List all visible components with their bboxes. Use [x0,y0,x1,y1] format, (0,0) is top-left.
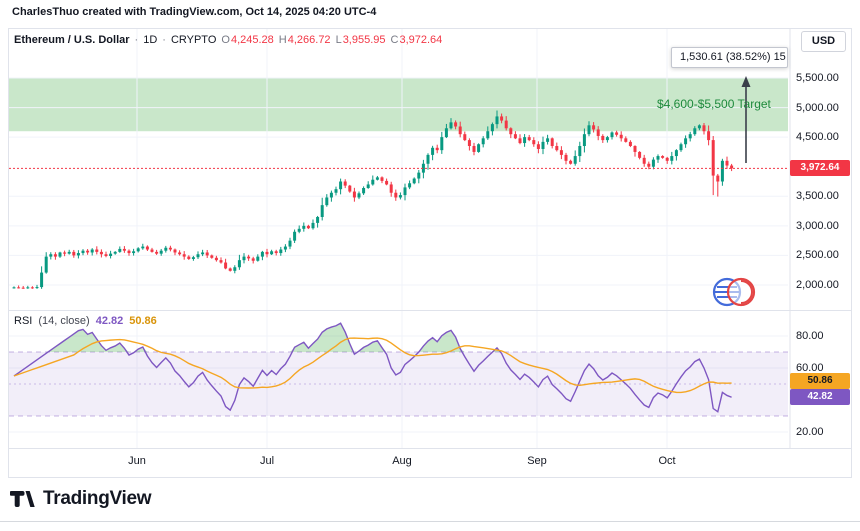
target-zone-rect[interactable] [9,78,788,132]
rsi-value: 42.82 [95,315,124,327]
ohlc-high: H 4,266.72 [278,34,331,46]
time-axis[interactable]: Jun Jul Aug Sep Oct [9,449,852,475]
axis-tick-label: 3,000.00 [796,219,839,232]
grid-lines [9,29,788,448]
time-axis-line [9,448,852,449]
axis-tick-label: 2,000.00 [796,279,839,291]
time-axis-month-label: Jun [128,455,146,467]
tradingview-brand-text: TradingView [43,488,152,509]
rsi-params: (14, close) [38,315,90,327]
rsi-band [9,352,788,416]
ohlc-close: C 3,972.64 [390,34,443,46]
rsi-line [13,322,732,413]
bottom-divider [0,521,860,522]
axis-tick-label: 80.00 [796,330,824,342]
time-axis-month-label: Sep [527,455,547,467]
axis-tick-label: 5,500.00 [796,72,839,84]
currency-button[interactable]: USD [801,31,846,52]
time-axis-month-label: Oct [658,455,676,467]
rsi-ma-badge: 50.86 [790,372,850,389]
panel-divider[interactable] [9,310,852,311]
rsi-overbought-fill [14,323,732,352]
attribution-text: CharlesThuo created with TradingView.com… [12,6,377,18]
ohlc-low: L 3,955.95 [335,34,386,46]
last-price-badge: 3,972.64 [790,160,850,177]
symbol-name: Ethereum / U.S. Dollar [14,34,130,46]
interval-label: 1D [143,34,158,46]
trend-arrow-drawing[interactable] [741,76,751,163]
legend-separator: · [134,34,139,46]
rsi-value-badge: 42.82 [790,389,850,406]
axis-tick-label: 3,500.00 [796,190,839,203]
measure-tooltip: 1,530.61 (38.52%) 15 [671,47,788,68]
axis-tick-label: 5,000.00 [796,101,839,114]
rsi-legend: RSI (14, close) 42.82 50.86 [14,315,157,327]
rsi-ma-value: 50.86 [129,315,157,327]
exchange-label: CRYPTO [170,34,217,46]
legend-separator: · [162,34,166,46]
price-axis[interactable]: 3,972.64 50.86 42.82 5,500.00 5,000.00 4,5… [789,29,852,448]
ohlc-open: O 4,245.28 [221,34,274,46]
time-axis-month-label: Jul [259,455,275,467]
axis-tick-label: 2,500.00 [796,249,839,262]
candlestick-series[interactable] [12,110,734,289]
axis-tick-label: 60.00 [796,362,824,374]
rsi-ma-line [13,337,732,394]
tradingview-logo[interactable]: TradingView [10,488,152,510]
target-zone-label: $4,600-$5,500 Target [657,97,771,111]
symbol-legend: Ethereum / U.S. Dollar · 1D · CRYPTO O 4,… [14,34,442,46]
axis-tick-label: 20.00 [796,426,824,438]
watermark-logo [712,277,756,307]
tradingview-logo-icon [10,490,35,507]
time-axis-month-label: Aug [392,455,412,467]
axis-tick-label: 4,500.00 [796,131,839,144]
rsi-title: RSI [14,315,33,327]
